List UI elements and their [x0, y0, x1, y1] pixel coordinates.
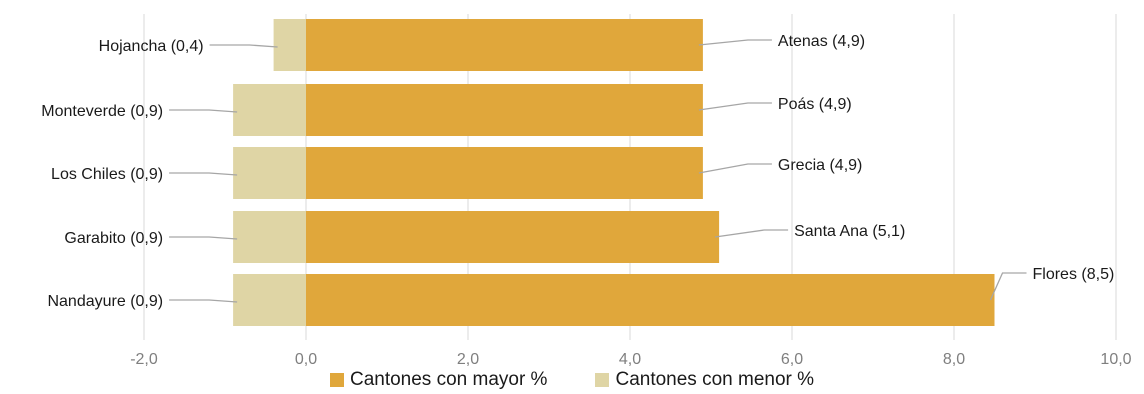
- leader-line-left: [169, 109, 238, 113]
- x-tick-label: 8,0: [943, 351, 965, 368]
- leader-line-left: [209, 44, 278, 48]
- legend-item-mayor: Cantones con mayor %: [329, 369, 548, 391]
- leader-line-right: [715, 229, 789, 238]
- chart-legend: Cantones con mayor % Cantones con menor …: [0, 366, 1144, 394]
- data-label-left: Garabito (0,9): [64, 230, 163, 247]
- legend-swatch-mayor: [329, 373, 344, 387]
- data-label-right: Grecia (4,9): [778, 157, 862, 174]
- data-label-right: Flores (8,5): [1033, 266, 1115, 283]
- bar-menor: [233, 84, 306, 136]
- x-tick-label: 10,0: [1100, 351, 1131, 368]
- leader-line-left: [169, 299, 238, 303]
- leader-line-left: [169, 236, 238, 240]
- x-tick-label: 6,0: [781, 351, 803, 368]
- legend-label-mayor: Cantones con mayor %: [349, 369, 548, 390]
- leader-line-right: [698, 163, 772, 174]
- leader-line-right: [989, 272, 1027, 301]
- legend-swatch-menor: [595, 373, 610, 387]
- data-label-left: Nandayure (0,9): [47, 293, 163, 310]
- data-label-right: Poás (4,9): [778, 96, 852, 113]
- data-label-left: Monteverde (0,9): [41, 103, 163, 120]
- bar-menor: [233, 147, 306, 199]
- x-tick-label: 0,0: [295, 351, 317, 368]
- bar-mayor: [306, 274, 995, 326]
- leader-line-right: [698, 102, 772, 111]
- legend-label-menor: Cantones con menor %: [615, 369, 815, 390]
- data-label-left: Los Chiles (0,9): [51, 166, 163, 183]
- bar-menor: [233, 211, 306, 263]
- leader-line-left: [169, 172, 238, 176]
- bar-mayor: [306, 211, 720, 263]
- x-tick-label: -2,0: [130, 351, 158, 368]
- bar-mayor: [306, 84, 703, 136]
- bar-menor: [233, 274, 306, 326]
- data-label-left: Hojancha (0,4): [99, 38, 204, 55]
- data-label-right: Atenas (4,9): [778, 33, 865, 50]
- bar-menor: [273, 19, 306, 71]
- bar-mayor: [306, 147, 703, 199]
- data-label-right: Santa Ana (5,1): [794, 223, 905, 240]
- legend-item-menor: Cantones con menor %: [595, 369, 814, 391]
- bar-mayor: [306, 19, 703, 71]
- x-tick-label: 4,0: [619, 351, 641, 368]
- x-tick-label: 2,0: [457, 351, 479, 368]
- leader-line-right: [698, 39, 772, 46]
